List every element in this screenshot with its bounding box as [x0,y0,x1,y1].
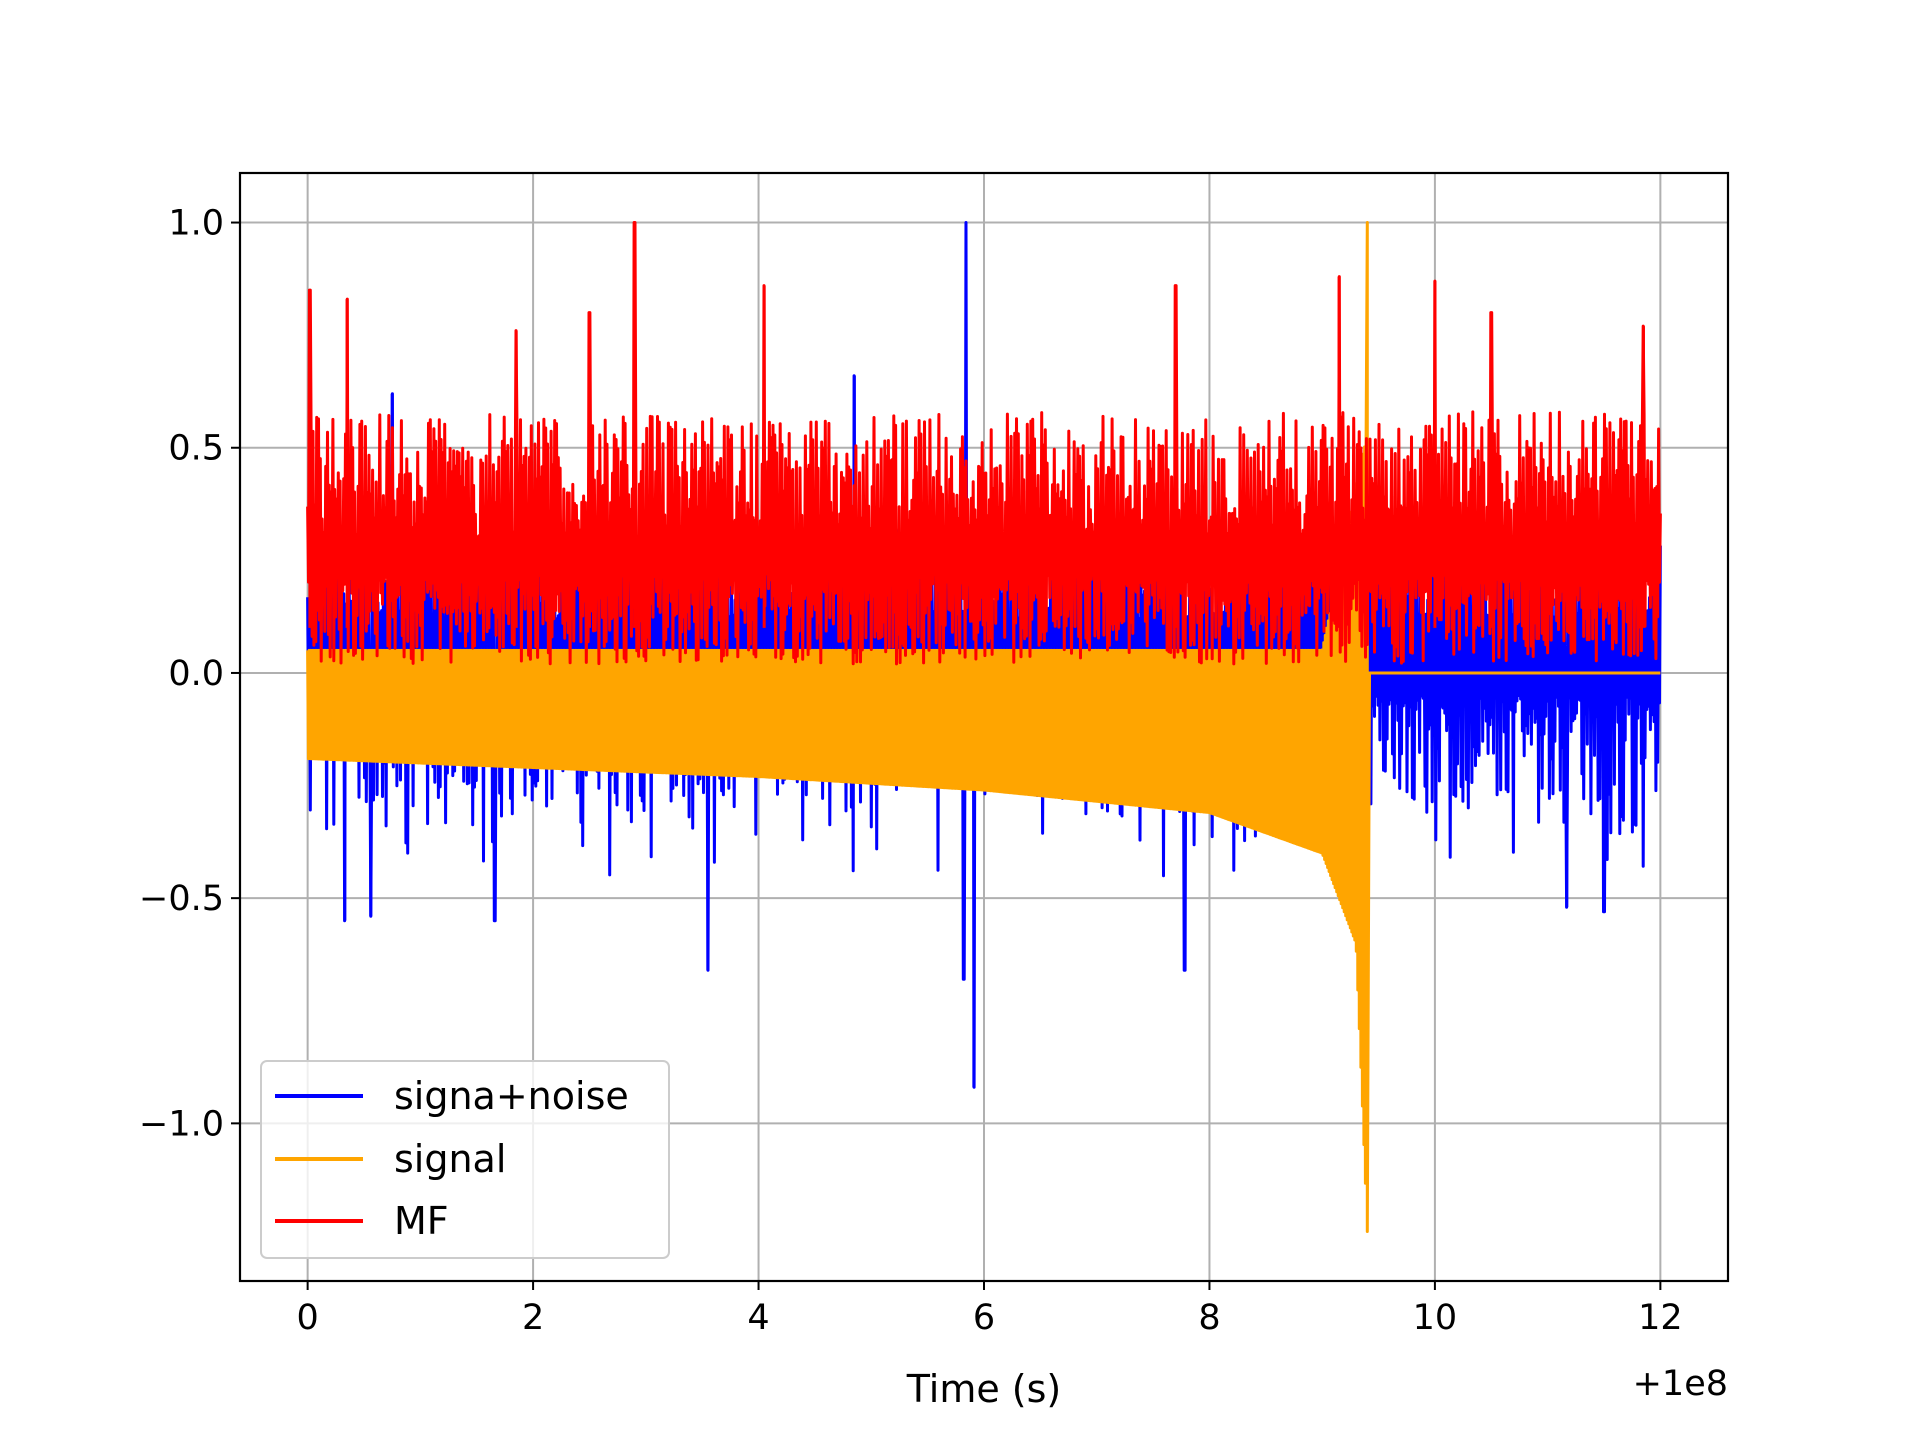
series-line-signal [306,221,1661,1233]
ticks: 0 2 4 6 8 10 12 −1.0 −0.5 0.0 0.5 1.0 [139,204,1683,1338]
legend: signa+noise signal MF [260,1060,670,1259]
x-tick-label: 8 [1198,1298,1220,1338]
x-axis-offset-label: +1e8 [1633,1364,1728,1404]
legend-label-signal: signal [394,1137,506,1181]
x-tick-label: 12 [1638,1298,1683,1338]
y-tick-label: 0.5 [168,429,224,469]
x-tick-label: 2 [522,1298,544,1338]
legend-box [260,1060,670,1259]
legend-label-signal-noise: signa+noise [394,1074,629,1118]
x-tick-label: 6 [973,1298,995,1338]
x-tick-label: 0 [296,1298,318,1338]
y-tick-label: 0.0 [168,654,224,694]
y-tick-label: 1.0 [168,204,224,244]
y-tick-label: −0.5 [139,879,224,919]
x-tick-label: 4 [747,1298,769,1338]
x-tick-label: 10 [1413,1298,1458,1338]
y-tick-label: −1.0 [139,1104,224,1144]
legend-label-mf: MF [394,1199,449,1243]
data-series [306,221,1662,1233]
x-axis-label: Time (s) [906,1367,1062,1411]
